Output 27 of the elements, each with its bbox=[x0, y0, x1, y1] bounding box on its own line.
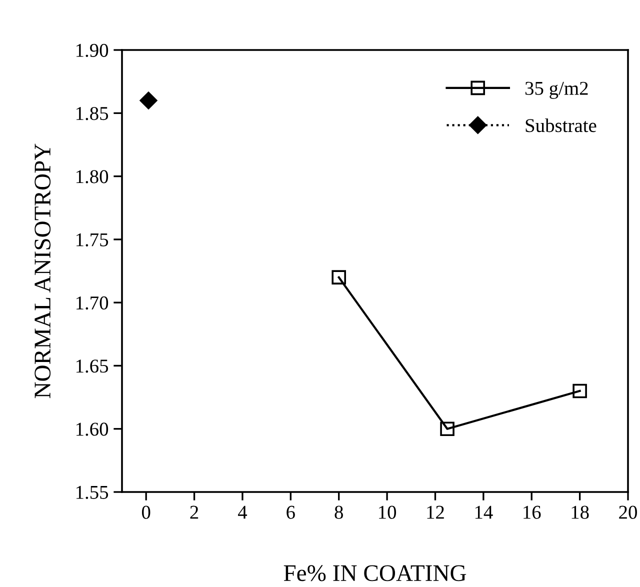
legend-label: Substrate bbox=[526, 118, 596, 132]
x-tick-label: 8 bbox=[334, 506, 343, 519]
point bbox=[140, 92, 158, 110]
y-tick-label: 1.75 bbox=[76, 233, 108, 246]
y-tick-label: 1.85 bbox=[76, 106, 108, 120]
y-tick-label: 1.55 bbox=[76, 486, 108, 500]
x-tick-label: 0 bbox=[142, 506, 150, 519]
x-tick-label: 6 bbox=[286, 506, 295, 519]
point bbox=[440, 422, 454, 436]
x-tick-label: 18 bbox=[572, 506, 589, 519]
x-tick-label: 2 bbox=[190, 506, 198, 519]
x-axis-title: Fe% IN COATING bbox=[284, 565, 466, 582]
y-axis-title: NORMAL ANISOTROPY bbox=[34, 144, 51, 398]
x-tick-label: 16 bbox=[524, 506, 541, 519]
point bbox=[572, 384, 587, 398]
point bbox=[332, 270, 346, 284]
x-tick-label: 10 bbox=[379, 506, 396, 519]
legend-label: 35 g/m2 bbox=[525, 82, 588, 99]
y-tick-label: 1.90 bbox=[76, 44, 108, 58]
x-tick-label: 4 bbox=[238, 506, 248, 519]
x-tick-label: 20 bbox=[619, 506, 637, 519]
y-tick-label: 1.60 bbox=[76, 422, 108, 436]
y-tick-label: 1.70 bbox=[76, 296, 108, 310]
y-tick-label: 1.80 bbox=[76, 170, 108, 184]
x-tick-label: 14 bbox=[475, 506, 493, 519]
x-tick-label: 12 bbox=[427, 506, 444, 519]
y-tick-label: 1.65 bbox=[76, 360, 108, 373]
